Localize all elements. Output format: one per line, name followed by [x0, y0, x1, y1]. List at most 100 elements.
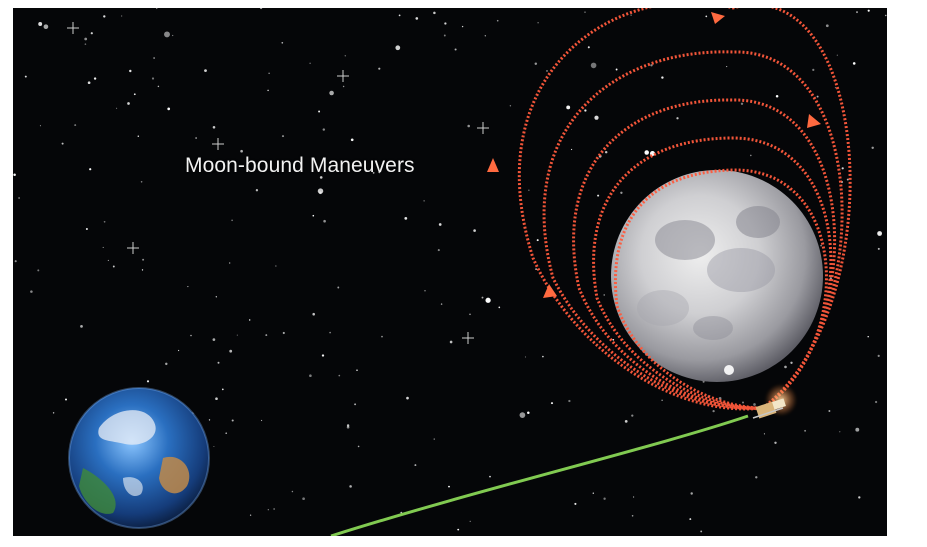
- star: [587, 46, 590, 49]
- earth-icon: [68, 387, 210, 529]
- sparkle-star: [127, 242, 139, 254]
- star: [443, 34, 446, 37]
- star: [440, 303, 443, 305]
- star: [546, 69, 548, 72]
- star: [537, 22, 539, 24]
- star: [30, 290, 33, 293]
- sparkle-star: [67, 22, 79, 34]
- star: [329, 331, 331, 334]
- star: [874, 400, 878, 404]
- star: [571, 148, 573, 151]
- star: [858, 496, 861, 499]
- star: [753, 403, 756, 406]
- star: [790, 361, 793, 364]
- star: [661, 399, 663, 401]
- star: [457, 528, 460, 531]
- star: [349, 485, 352, 488]
- star: [839, 431, 841, 433]
- star: [24, 75, 27, 78]
- orbit-paths: [517, 8, 852, 411]
- star: [329, 90, 334, 96]
- star: [225, 432, 228, 435]
- star: [603, 294, 605, 296]
- star: [485, 297, 491, 303]
- star: [690, 492, 693, 495]
- star: [273, 508, 275, 510]
- star: [774, 441, 777, 445]
- star: [231, 419, 234, 422]
- star: [121, 15, 123, 17]
- star: [215, 296, 217, 298]
- star: [584, 11, 586, 13]
- sparkle-star: [477, 122, 489, 134]
- star: [65, 398, 67, 401]
- star: [265, 334, 268, 337]
- star: [317, 188, 324, 194]
- star: [676, 117, 679, 120]
- spacecraft-icon: [752, 384, 797, 419]
- star: [52, 412, 55, 414]
- star: [484, 35, 486, 37]
- star: [322, 128, 326, 131]
- star: [528, 189, 530, 191]
- star: [261, 419, 263, 422]
- sparkle-star: [212, 138, 224, 150]
- star: [812, 68, 815, 72]
- star: [344, 55, 347, 57]
- star: [146, 380, 150, 383]
- star: [885, 14, 887, 17]
- star: [87, 81, 91, 85]
- orbit-arrows: [487, 12, 821, 298]
- star: [43, 24, 49, 30]
- star: [153, 57, 155, 59]
- star: [700, 530, 703, 533]
- star: [415, 17, 419, 20]
- star: [39, 125, 41, 127]
- star: [856, 11, 858, 14]
- star: [775, 95, 779, 98]
- star: [712, 409, 715, 413]
- star: [116, 107, 118, 109]
- star: [400, 511, 403, 514]
- star: [240, 149, 243, 153]
- star: [231, 219, 233, 222]
- star: [312, 214, 315, 217]
- star: [661, 76, 664, 79]
- star: [137, 135, 140, 138]
- star: [37, 269, 40, 272]
- star: [215, 397, 218, 401]
- star: [107, 259, 109, 261]
- star: [469, 520, 471, 523]
- star: [834, 87, 837, 89]
- star: [103, 15, 106, 18]
- star: [337, 286, 340, 289]
- star: [584, 109, 587, 112]
- star: [438, 223, 442, 226]
- star: [454, 48, 457, 51]
- star: [597, 194, 600, 197]
- star: [302, 497, 305, 501]
- star: [212, 338, 216, 341]
- star: [18, 197, 20, 199]
- star: [151, 77, 155, 80]
- star: [268, 72, 270, 74]
- star: [404, 217, 408, 220]
- star: [14, 260, 17, 263]
- star: [84, 43, 87, 45]
- star: [342, 85, 345, 88]
- star: [140, 181, 143, 183]
- star: [178, 349, 180, 352]
- star: [61, 142, 64, 145]
- star: [433, 11, 436, 15]
- star: [350, 138, 354, 142]
- star: [85, 227, 88, 231]
- star: [212, 126, 216, 129]
- star: [741, 401, 745, 404]
- star: [877, 247, 880, 250]
- star: [855, 427, 860, 432]
- star: [620, 191, 623, 194]
- star: [38, 22, 43, 26]
- star: [527, 411, 530, 414]
- star: [190, 334, 192, 337]
- star: [195, 137, 197, 139]
